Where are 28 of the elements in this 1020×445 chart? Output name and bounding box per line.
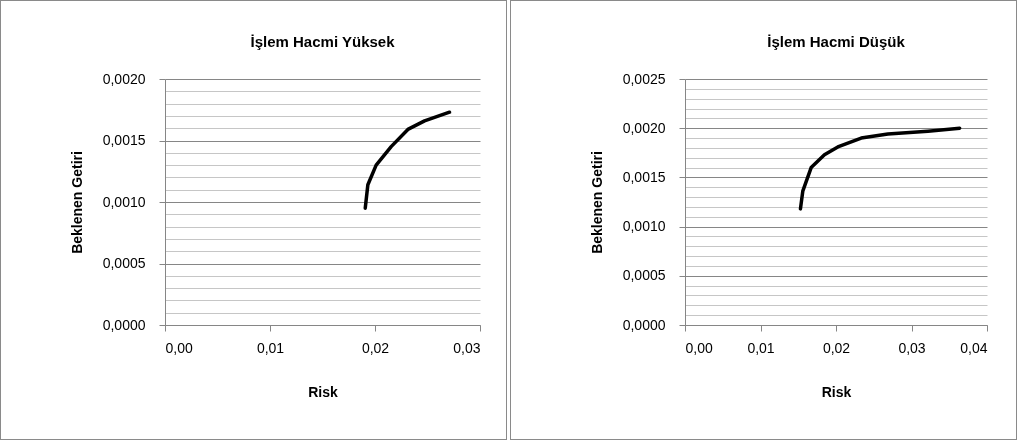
line-series — [363, 110, 452, 210]
x-tick-label: 0,02 — [822, 339, 851, 356]
x-axis-title: Risk — [821, 383, 852, 400]
y-tick-label: 0,0020 — [622, 119, 666, 136]
x-tick-label: 0,01 — [256, 339, 285, 356]
y-tick-label: 0,0015 — [622, 168, 666, 185]
y-tick-label: 0,0010 — [102, 193, 146, 210]
y-tick-label: 0,0005 — [622, 267, 666, 284]
y-tick-label: 0,0000 — [102, 316, 146, 333]
chart-title: İşlem Hacmi Düşük — [767, 33, 906, 50]
line-series — [798, 126, 962, 211]
x-tick-label: 0,03 — [453, 339, 481, 356]
x-tick-label: 0,04 — [960, 339, 988, 356]
x-tick-label: 0,00 — [165, 339, 193, 356]
chart-title: İşlem Hacmi Yüksek — [250, 33, 396, 50]
y-axis-title: Beklenen Getiri — [588, 151, 605, 254]
x-tick-label: 0,03 — [898, 339, 926, 356]
y-tick-label: 0,0000 — [622, 316, 666, 333]
y-axis-title: Beklenen Getiri — [68, 151, 85, 254]
x-tick-label: 0,02 — [361, 339, 390, 356]
y-tick-label: 0,0020 — [102, 70, 146, 87]
y-tick-label: 0,0015 — [102, 132, 146, 148]
y-tick-label: 0,0025 — [622, 70, 666, 87]
x-tick-label: 0,00 — [685, 339, 713, 356]
x-axis-title: Risk — [308, 383, 338, 400]
y-tick-label: 0,0005 — [102, 255, 146, 271]
x-tick-label: 0,01 — [747, 339, 775, 356]
y-tick-label: 0,0010 — [622, 218, 666, 235]
